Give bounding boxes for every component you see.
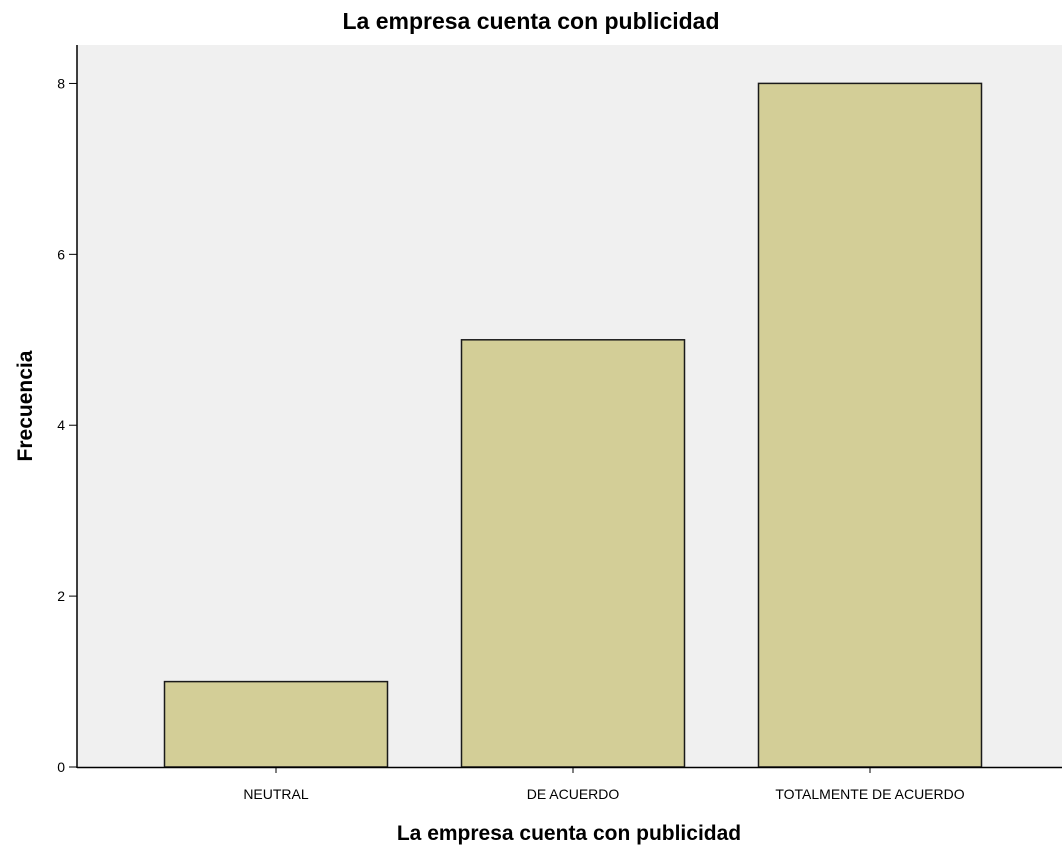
bars-group [163,82,983,768]
bar-totalmente-de-acuerdo [757,82,983,768]
x-ticks-group: NEUTRAL DE ACUERDO TOTALMENTE DE ACUERDO [243,767,965,802]
y-axis-title: Frecuencia [14,350,37,461]
x-axis-title: La empresa cuenta con publicidad [397,822,741,845]
x-tick-label: TOTALMENTE DE ACUERDO [775,786,964,802]
y-tick-label: 6 [57,246,65,262]
y-tick-label: 0 [57,759,65,775]
y-tick-label: 4 [57,417,65,433]
y-tick-label: 8 [57,75,65,91]
x-tick-label: NEUTRAL [243,786,309,802]
y-ticks-group: 0 2 4 6 8 [57,75,77,775]
x-tick-label: DE ACUERDO [527,786,620,802]
chart-title: La empresa cuenta con publicidad [342,8,719,34]
bar-neutral [163,680,389,768]
y-tick-label: 2 [57,588,65,604]
bar-de-acuerdo [460,339,686,768]
